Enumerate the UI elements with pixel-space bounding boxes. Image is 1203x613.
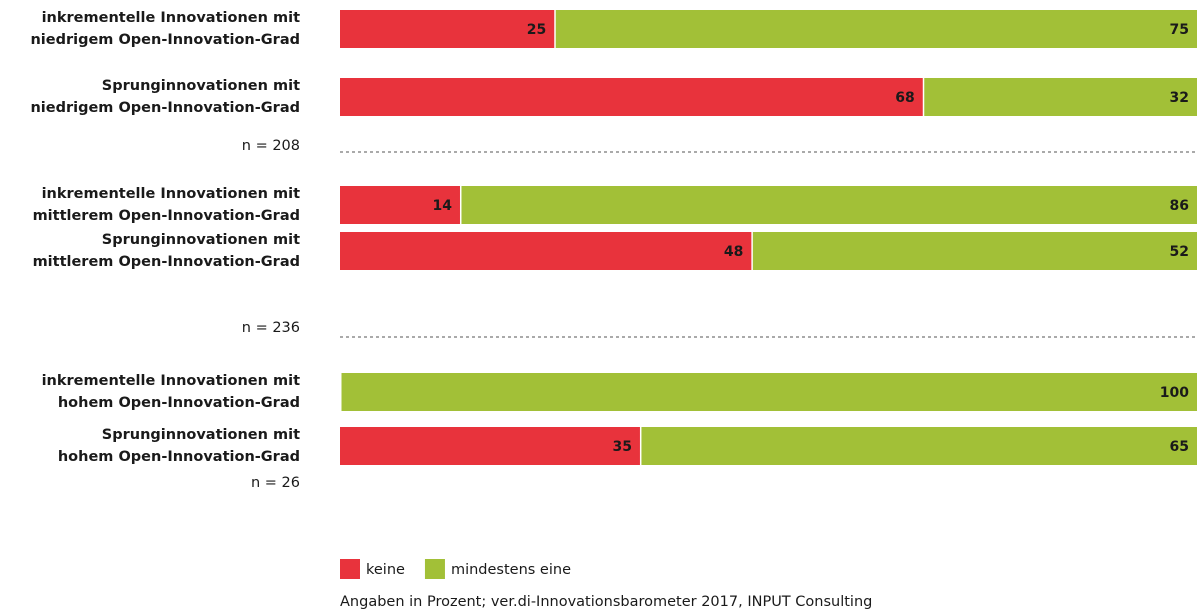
legend-swatch: [424, 559, 445, 579]
category-label: mittlerem Open-Innovation-Grad: [33, 254, 300, 270]
category-label: Sprunginnovationen mit: [102, 427, 300, 443]
value-label: 75: [1170, 22, 1189, 38]
bar-segment: [340, 427, 640, 465]
value-label: 14: [432, 198, 452, 214]
category-label: niedrigem Open-Innovation-Grad: [30, 32, 300, 48]
value-label: 35: [612, 439, 631, 455]
bar-segment: [641, 427, 1197, 465]
value-label: 68: [895, 90, 914, 106]
group-label: n = 208: [242, 138, 300, 154]
value-label: 52: [1170, 244, 1189, 260]
value-label: 32: [1170, 90, 1189, 106]
bar-segment: [340, 186, 460, 224]
bar-segment: [340, 78, 923, 116]
legend-label: keine: [366, 562, 405, 578]
bar-segment: [461, 186, 1198, 224]
legend-label: mindestens eine: [451, 562, 571, 578]
category-label: hohem Open-Innovation-Grad: [58, 395, 300, 411]
bar-segment: [340, 10, 555, 48]
bar-segment: [752, 232, 1197, 270]
legend-swatch: [340, 559, 360, 579]
category-label: niedrigem Open-Innovation-Grad: [30, 100, 300, 116]
bar-segment: [555, 10, 1197, 48]
category-label: inkrementelle Innovationen mit: [42, 373, 300, 389]
bar-segment: [341, 373, 1197, 411]
value-label: 25: [527, 22, 546, 38]
category-label: inkrementelle Innovationen mit: [42, 186, 300, 202]
category-label: mittlerem Open-Innovation-Grad: [33, 208, 300, 224]
value-label: 86: [1170, 198, 1189, 214]
category-label: Sprunginnovationen mit: [102, 232, 300, 248]
value-label: 65: [1170, 439, 1189, 455]
group-label: n = 26: [251, 475, 300, 491]
category-label: inkrementelle Innovationen mit: [42, 10, 300, 26]
value-label: 48: [724, 244, 743, 260]
category-label: hohem Open-Innovation-Grad: [58, 449, 300, 465]
source-note: Angaben in Prozent; ver.di-Innovationsba…: [340, 594, 872, 610]
value-label: 100: [1160, 385, 1189, 401]
category-label: Sprunginnovationen mit: [102, 78, 300, 94]
bar-segment: [340, 232, 752, 270]
bar-segment: [924, 78, 1197, 116]
group-label: n = 236: [242, 320, 300, 336]
